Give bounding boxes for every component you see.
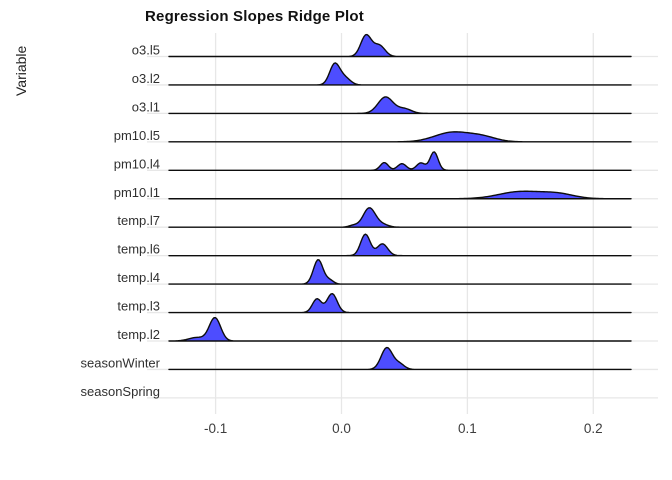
- density-curve-temp.l2: [168, 316, 632, 342]
- density-curve-temp.l6: [168, 233, 632, 257]
- y-tick-label: o3.l2: [132, 71, 160, 86]
- x-tick-label: -0.1: [204, 421, 227, 436]
- y-tick-label: pm10.l5: [114, 128, 160, 143]
- y-tick-label: pm10.l4: [114, 156, 160, 171]
- y-tick-label: temp.l6: [117, 242, 160, 257]
- x-tick-label: 0.0: [332, 421, 351, 436]
- chart-title: Regression Slopes Ridge Plot: [145, 8, 364, 25]
- x-tick-label: 0.2: [584, 421, 603, 436]
- density-curve-temp.l4: [168, 259, 632, 285]
- y-tick-label: temp.l3: [117, 299, 160, 314]
- y-tick-label: seasonSpring: [81, 384, 161, 399]
- density-curve-pm10.l5: [168, 131, 632, 143]
- density-curve-temp.l3: [168, 292, 632, 314]
- density-curve-seasonWinter: [168, 346, 632, 371]
- density-curve-o3.l1: [168, 96, 632, 115]
- x-tick-label: 0.1: [458, 421, 477, 436]
- density-curve-o3.l2: [168, 62, 632, 86]
- density-curve-pm10.l4: [168, 151, 632, 171]
- density-curve-o3.l5: [168, 33, 632, 58]
- density-curve-pm10.l1: [168, 190, 632, 200]
- y-tick-label: temp.l2: [117, 327, 160, 342]
- density-curve-temp.l7: [168, 207, 632, 228]
- y-tick-label: temp.l4: [117, 270, 160, 285]
- y-tick-label: temp.l7: [117, 213, 160, 228]
- y-tick-label: seasonWinter: [81, 355, 161, 370]
- y-tick-label: o3.l5: [132, 43, 160, 58]
- y-tick-label: pm10.l1: [114, 185, 160, 200]
- y-tick-label: o3.l1: [132, 99, 160, 114]
